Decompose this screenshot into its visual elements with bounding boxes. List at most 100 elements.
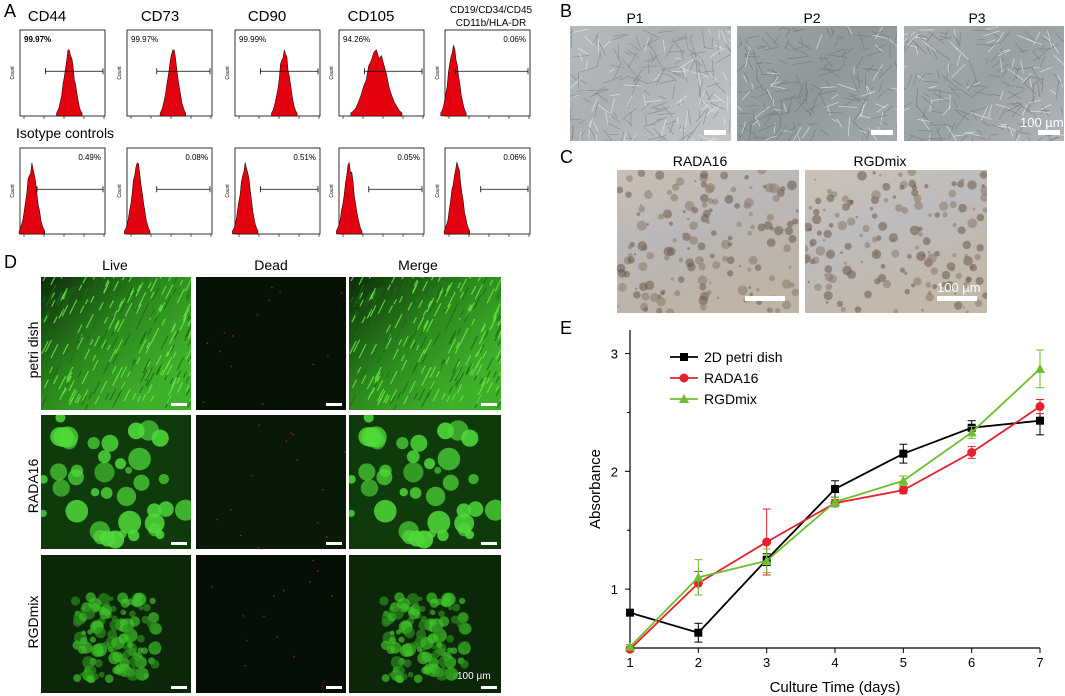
spheroid-dot (656, 296, 666, 307)
live-cell (146, 372, 155, 388)
live-cell (359, 299, 364, 307)
cell-streak (929, 101, 933, 112)
spheroid-dot (700, 303, 707, 311)
cell-streak (670, 36, 690, 43)
cell-streak (870, 114, 887, 120)
cell-streak (852, 120, 862, 131)
cell-streak (737, 42, 743, 49)
live-cell (470, 318, 476, 326)
dead-cell (330, 595, 333, 597)
legend-label: 2D petri dish (704, 349, 783, 365)
spheroid-dot (891, 249, 900, 258)
spheroid-dot (647, 190, 650, 193)
spheroid-dot (728, 195, 732, 199)
live-cell (456, 360, 461, 367)
live-cell (186, 308, 191, 316)
cell-streak (904, 38, 915, 53)
live-cell (49, 296, 54, 304)
cell-streak (808, 105, 815, 114)
live-cluster (460, 640, 471, 651)
cell-streak (999, 90, 1004, 101)
live-cell (76, 337, 84, 350)
cell-streak (755, 62, 763, 65)
spheroid-dot (979, 170, 987, 179)
cell-streak (653, 53, 665, 72)
live-cluster (457, 612, 469, 624)
cell-streak (650, 56, 658, 63)
cell-streak (603, 138, 613, 141)
live-cell (478, 330, 487, 345)
cell-streak (708, 28, 712, 35)
live-cell (351, 379, 358, 388)
live-cell (374, 371, 381, 384)
live-cell (75, 329, 84, 346)
live-cell (496, 399, 501, 409)
spheroid-dot (895, 204, 903, 212)
cell-streak (766, 69, 779, 74)
live-cell (82, 277, 87, 284)
live-cell (60, 277, 63, 279)
spheroid-dot (657, 294, 662, 299)
dead-cell-texture (210, 559, 333, 688)
cell-streak (589, 118, 593, 128)
spheroid-dot (687, 262, 696, 272)
live-cell (448, 330, 457, 345)
live-cell (389, 287, 398, 302)
live-cell (422, 310, 427, 317)
cell-streak (674, 59, 682, 65)
live-cell (389, 370, 398, 385)
cell-streak (908, 33, 920, 45)
cell-streak (627, 51, 638, 69)
spheroid-dot (974, 253, 981, 261)
live-cell (447, 277, 450, 279)
live-cell (403, 395, 409, 405)
data-point (762, 537, 772, 547)
spheroid-dot (917, 253, 925, 261)
spheroid-dot (949, 266, 956, 272)
live-cell (122, 277, 130, 290)
live-cell (420, 336, 428, 349)
live-cluster (438, 655, 451, 668)
live-cell (441, 392, 446, 401)
live-cluster (80, 672, 85, 677)
cell-streak (669, 50, 686, 53)
cell-streak (667, 69, 686, 80)
cell-streak (798, 101, 813, 116)
spheroid-dot (948, 189, 957, 198)
cell-streak (783, 103, 787, 112)
live-cell (185, 371, 191, 384)
live-cell (475, 364, 483, 377)
cell-streak (1022, 76, 1031, 85)
live-spheroid (101, 434, 119, 452)
live-cell (68, 380, 75, 392)
x-tick-label: 1 (626, 655, 633, 670)
cell-streak (1055, 33, 1064, 43)
column-label: Live (102, 257, 128, 273)
spheroid-dot (698, 295, 708, 306)
cell-streak (746, 35, 760, 39)
cell-streak (770, 76, 779, 88)
cell-streak (725, 30, 731, 35)
live-cell (107, 316, 116, 331)
live-cell (476, 346, 483, 357)
cell-streak (727, 31, 731, 33)
live-cell (94, 395, 100, 405)
cell-streak (1007, 68, 1024, 81)
cell-streak (1028, 99, 1042, 104)
cell-streak (690, 39, 697, 59)
live-cell (359, 367, 367, 380)
cell-streak (864, 68, 883, 71)
spheroid-dot (825, 283, 833, 291)
cell-streak (698, 134, 710, 140)
cell-streak (904, 66, 907, 68)
live-cell (144, 367, 153, 382)
live-cell (189, 329, 191, 335)
cell-streak (1009, 65, 1019, 71)
spheroid-texture (617, 170, 799, 313)
live-cluster (149, 597, 156, 604)
live-cell (447, 291, 456, 307)
cell-streak (859, 94, 868, 113)
live-cell (382, 316, 387, 324)
live-cell (397, 391, 402, 400)
spheroid-dot (700, 181, 708, 188)
